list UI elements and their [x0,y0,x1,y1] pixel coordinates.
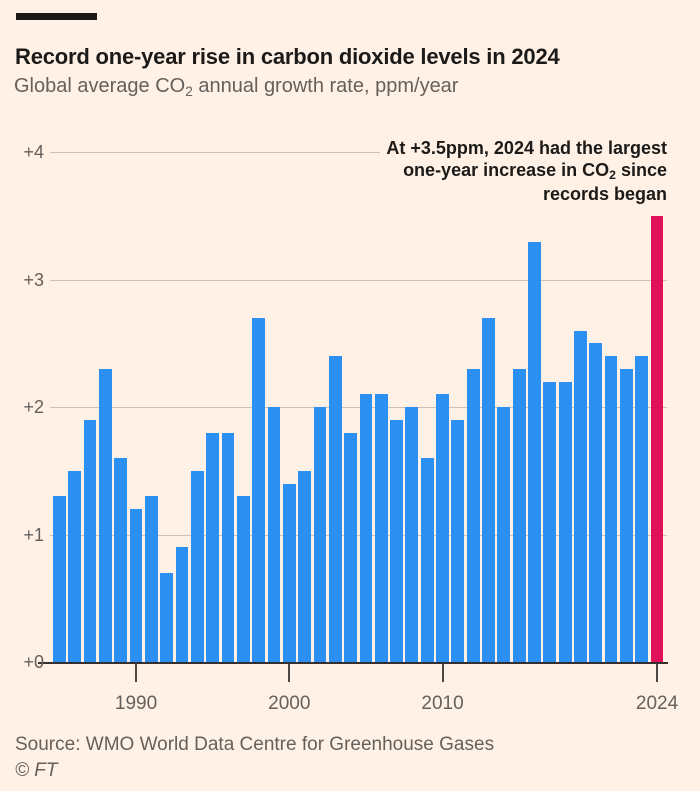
bar-2023 [635,356,648,662]
ft-accent-rule [16,13,97,20]
x-tick-label: 2000 [268,693,311,714]
bar-2020 [589,343,602,662]
annotation-line: At +3.5ppm, 2024 had the largest [386,138,667,158]
annotation-text: since [615,160,667,180]
bar-2012 [467,369,480,662]
bar-1992 [160,573,173,662]
bar-2008 [405,407,418,662]
x-tick [135,664,138,682]
bar-2006 [375,394,388,662]
bar-2010 [436,394,449,662]
y-tick-label: +1 [23,525,44,545]
annotation-line: one-year increase in CO2 since [386,159,667,183]
bar-1991 [145,496,158,662]
bar-2015 [513,369,526,662]
bar-2024 [651,216,663,662]
bar-2017 [543,382,556,662]
bar-1986 [68,471,81,662]
gridline [50,280,667,281]
bar-2018 [559,382,572,662]
x-tick-label: 2010 [421,693,464,714]
bar-2005 [360,394,372,662]
bar-1990 [130,509,142,662]
bar-2011 [451,420,464,662]
source-credit: Source: WMO World Data Centre for Greenh… [15,734,495,755]
bar-2019 [574,331,587,662]
bar-2003 [329,356,342,662]
y-tick-label: +4 [23,142,44,162]
gridline [50,407,667,408]
bar-1989 [114,458,127,662]
bar-2016 [528,242,541,662]
bar-2007 [390,420,403,662]
x-tick [441,664,444,682]
gridline [50,535,667,536]
y-tick-label: +0 [23,652,44,672]
chart-subtitle: Global average CO2 annual growth rate, p… [14,75,459,99]
bar-1996 [222,433,234,662]
subtitle-text: Global average CO [14,75,186,97]
x-tick-label: 2024 [635,693,679,714]
bar-1995 [206,433,219,662]
bar-1999 [268,407,280,662]
y-tick-label: +2 [23,397,44,417]
annotation-text: one-year increase in CO [403,160,610,180]
bar-2000 [283,484,296,662]
x-axis-baseline [38,662,668,664]
subtitle-text: annual growth rate, ppm/year [192,75,459,97]
annotation-subscript: 2 [609,168,616,183]
x-tick [656,664,659,682]
bar-2001 [298,471,311,662]
chart-title: Record one-year rise in carbon dioxide l… [15,43,560,69]
bar-1994 [191,471,204,662]
bar-1985 [53,496,66,662]
x-tick [288,664,291,682]
x-tick-label: 1990 [114,693,158,714]
bar-1997 [237,496,250,662]
bar-1988 [99,369,112,662]
bar-2022 [620,369,633,662]
bar-2009 [421,458,434,662]
bar-2021 [605,356,617,662]
y-tick-label: +3 [23,270,44,290]
bar-2013 [482,318,495,662]
bar-1987 [84,420,96,662]
bar-2014 [497,407,510,662]
bar-2004 [344,433,357,662]
annotation: At +3.5ppm, 2024 had the largest one-yea… [380,137,667,205]
bar-1993 [176,547,188,662]
subtitle-subscript: 2 [185,83,193,99]
bar-1998 [252,318,265,662]
annotation-line: records began [542,184,667,204]
gridline [50,152,667,153]
bar-2002 [314,407,326,662]
ft-copyright: © FT [15,760,58,781]
